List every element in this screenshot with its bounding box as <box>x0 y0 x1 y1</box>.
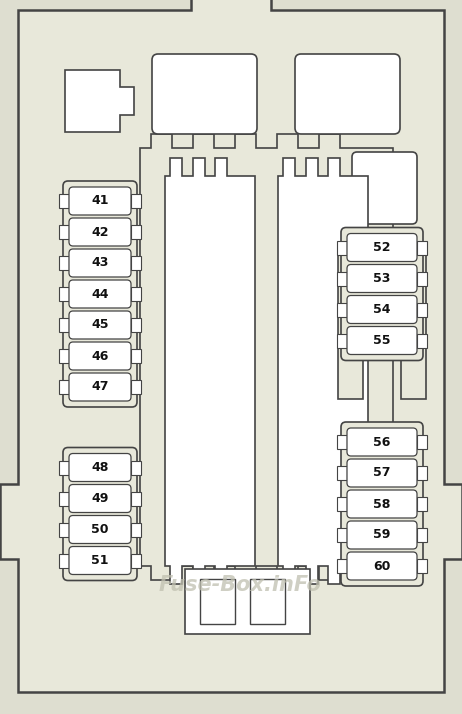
Polygon shape <box>0 0 462 692</box>
Bar <box>131 461 141 475</box>
Bar <box>59 553 69 568</box>
FancyBboxPatch shape <box>347 326 417 354</box>
Bar <box>337 271 347 286</box>
Bar <box>59 256 69 270</box>
FancyBboxPatch shape <box>352 152 417 224</box>
Polygon shape <box>65 70 134 132</box>
FancyBboxPatch shape <box>63 181 137 407</box>
Bar <box>417 528 427 542</box>
Bar <box>417 241 427 254</box>
FancyBboxPatch shape <box>69 187 131 215</box>
Text: 57: 57 <box>373 466 391 480</box>
FancyBboxPatch shape <box>347 521 417 549</box>
Bar <box>185 569 310 634</box>
Text: Fuse-Box.inFo: Fuse-Box.inFo <box>159 575 322 595</box>
FancyBboxPatch shape <box>69 311 131 339</box>
Polygon shape <box>278 158 368 584</box>
Text: 47: 47 <box>91 381 109 393</box>
Bar <box>131 523 141 536</box>
Text: 41: 41 <box>91 194 109 208</box>
Text: 53: 53 <box>373 272 391 285</box>
Bar <box>131 194 141 208</box>
FancyBboxPatch shape <box>347 552 417 580</box>
FancyBboxPatch shape <box>341 228 423 361</box>
Text: 45: 45 <box>91 318 109 331</box>
Text: 44: 44 <box>91 288 109 301</box>
Bar <box>131 380 141 394</box>
Bar <box>417 559 427 573</box>
Bar <box>337 333 347 348</box>
Text: 52: 52 <box>373 241 391 254</box>
FancyBboxPatch shape <box>69 546 131 575</box>
FancyBboxPatch shape <box>341 422 423 586</box>
Text: 56: 56 <box>373 436 391 448</box>
FancyBboxPatch shape <box>347 233 417 261</box>
Polygon shape <box>338 244 426 399</box>
Bar <box>131 553 141 568</box>
Bar <box>250 579 285 624</box>
Text: 60: 60 <box>373 560 391 573</box>
FancyBboxPatch shape <box>69 280 131 308</box>
Text: 43: 43 <box>91 256 109 269</box>
Bar <box>59 318 69 332</box>
FancyBboxPatch shape <box>347 490 417 518</box>
FancyBboxPatch shape <box>69 342 131 370</box>
Bar <box>200 579 235 624</box>
Bar <box>131 491 141 506</box>
FancyBboxPatch shape <box>63 448 137 580</box>
Text: 54: 54 <box>373 303 391 316</box>
FancyBboxPatch shape <box>347 459 417 487</box>
Bar <box>417 271 427 286</box>
Bar <box>337 559 347 573</box>
FancyBboxPatch shape <box>347 264 417 293</box>
Bar <box>417 497 427 511</box>
Text: 49: 49 <box>91 492 109 505</box>
FancyBboxPatch shape <box>69 485 131 513</box>
Text: 46: 46 <box>91 349 109 363</box>
Bar <box>59 287 69 301</box>
Bar <box>417 466 427 480</box>
Text: 55: 55 <box>373 334 391 347</box>
FancyBboxPatch shape <box>69 453 131 481</box>
Bar <box>417 333 427 348</box>
Bar <box>417 435 427 449</box>
Bar <box>337 303 347 316</box>
FancyBboxPatch shape <box>69 373 131 401</box>
Bar <box>59 194 69 208</box>
Text: 42: 42 <box>91 226 109 238</box>
Bar <box>59 380 69 394</box>
Text: 50: 50 <box>91 523 109 536</box>
Polygon shape <box>165 158 255 584</box>
Bar <box>131 349 141 363</box>
FancyBboxPatch shape <box>69 249 131 277</box>
FancyBboxPatch shape <box>295 54 400 134</box>
Bar <box>337 528 347 542</box>
Bar <box>131 225 141 239</box>
Bar <box>417 303 427 316</box>
Bar <box>337 466 347 480</box>
FancyBboxPatch shape <box>347 428 417 456</box>
Bar <box>131 256 141 270</box>
Bar <box>59 349 69 363</box>
Bar <box>131 287 141 301</box>
FancyBboxPatch shape <box>69 218 131 246</box>
Text: 51: 51 <box>91 554 109 567</box>
Bar <box>59 461 69 475</box>
Bar <box>59 225 69 239</box>
FancyBboxPatch shape <box>152 54 257 134</box>
Bar <box>131 318 141 332</box>
Text: 58: 58 <box>373 498 391 511</box>
Text: 48: 48 <box>91 461 109 474</box>
Bar <box>337 497 347 511</box>
Bar <box>59 523 69 536</box>
Bar <box>337 241 347 254</box>
Bar <box>337 435 347 449</box>
Text: 59: 59 <box>373 528 391 541</box>
Bar <box>59 491 69 506</box>
FancyBboxPatch shape <box>347 296 417 323</box>
FancyBboxPatch shape <box>69 516 131 543</box>
